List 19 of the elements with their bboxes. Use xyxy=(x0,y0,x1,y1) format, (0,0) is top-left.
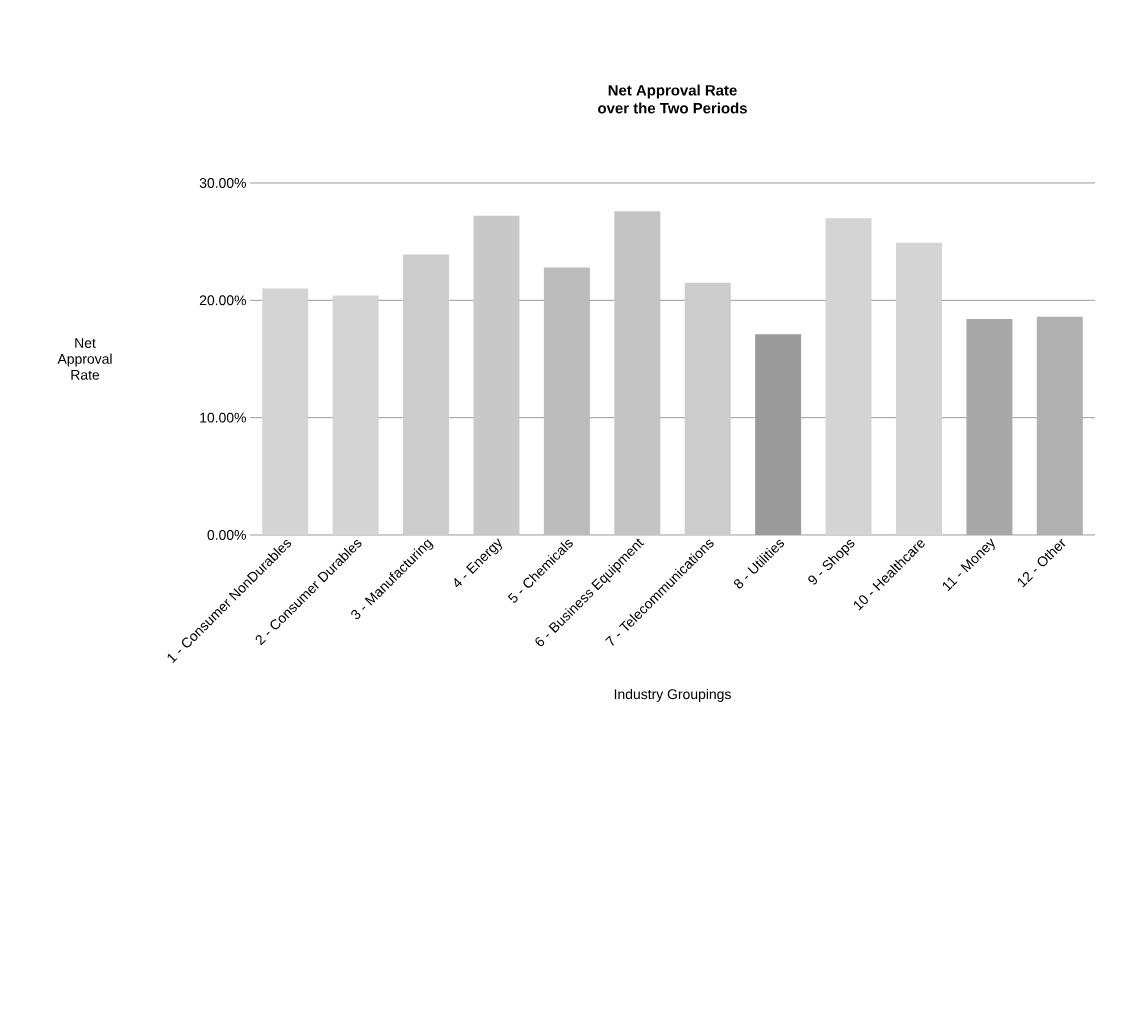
bar xyxy=(543,267,590,535)
y-tick-label: 0.00% xyxy=(207,530,246,540)
y-tick-label: 30.00% xyxy=(199,178,246,188)
bar xyxy=(684,282,731,535)
bar xyxy=(262,288,309,535)
bar xyxy=(1036,316,1083,535)
bar xyxy=(473,215,520,535)
bar xyxy=(966,319,1013,535)
chart-title: Net Approval Rate over the Two Periods xyxy=(598,84,747,114)
y-tick-label: 20.00% xyxy=(199,295,246,306)
bar xyxy=(755,334,802,535)
x-axis-title: Industry Groupings xyxy=(614,688,731,702)
y-tick-label: 10.00% xyxy=(200,412,246,423)
bar xyxy=(614,211,661,535)
bar xyxy=(403,254,450,535)
bar xyxy=(895,242,942,535)
y-axis-title: Net Approval Rate xyxy=(57,338,112,380)
bar xyxy=(332,295,379,535)
bar xyxy=(825,218,872,535)
